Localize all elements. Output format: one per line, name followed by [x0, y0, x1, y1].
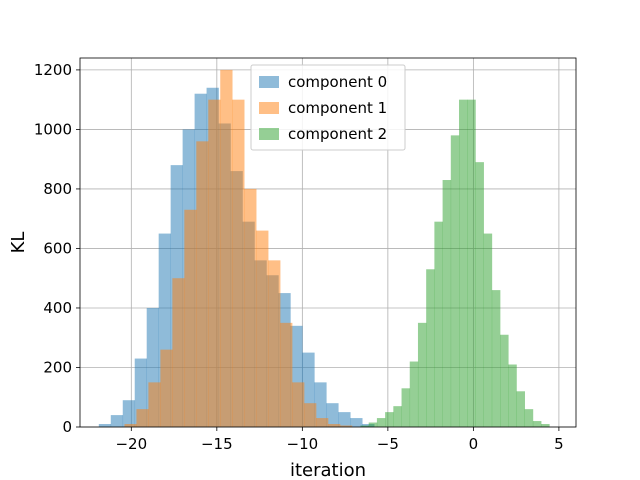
legend: component 0 component 1 component 2	[250, 64, 406, 151]
histogram-bar	[232, 99, 245, 428]
histogram-bar	[417, 322, 427, 427]
histogram-bar	[532, 421, 542, 427]
y-tick-label: 400	[43, 299, 72, 317]
legend-label: component 2	[288, 125, 387, 143]
histogram-bar	[280, 322, 293, 427]
histogram-bar	[196, 141, 209, 428]
axes-frame	[79, 57, 577, 428]
histogram-bar	[368, 422, 378, 427]
histogram-bar	[442, 180, 452, 427]
histogram-bar	[292, 382, 305, 427]
histogram-bar	[426, 269, 435, 427]
legend-label: component 1	[288, 99, 387, 117]
x-tick-label: −20	[115, 435, 147, 453]
legend-box	[250, 64, 406, 151]
y-tick-label: 200	[43, 358, 72, 376]
histogram-bar	[160, 349, 173, 427]
histogram-bar	[328, 424, 341, 427]
histogram-bar	[304, 403, 317, 427]
histogram-bar	[500, 334, 509, 427]
y-axis-label: KL	[8, 232, 29, 254]
legend-label: component 0	[288, 73, 387, 91]
y-tick-label: 1000	[34, 120, 72, 138]
histogram-bar	[524, 409, 534, 427]
x-tick-label: 0	[469, 435, 479, 453]
histogram-bar	[385, 412, 394, 427]
histogram-bars	[98, 69, 550, 428]
histogram-bar	[393, 406, 402, 427]
histogram-bar	[268, 260, 281, 427]
histogram-bar	[172, 278, 185, 427]
histogram-bar	[491, 290, 501, 427]
histogram-bar	[244, 188, 257, 427]
series-2	[360, 99, 550, 428]
legend-swatch	[259, 76, 279, 88]
histogram-bar	[475, 162, 484, 427]
histogram-bar	[98, 424, 112, 427]
x-tick-label: −15	[201, 435, 233, 453]
histogram-bar	[450, 135, 460, 427]
histogram-bar	[409, 361, 419, 427]
legend-swatch	[259, 128, 279, 140]
x-axis-label: iteration	[290, 460, 366, 480]
histogram-bar	[124, 424, 137, 427]
x-tick-label: 5	[554, 435, 564, 453]
histogram-bar	[350, 418, 363, 427]
histogram-bar	[401, 388, 411, 427]
x-tick-label: −5	[377, 435, 399, 453]
histogram-bar	[434, 221, 443, 427]
histogram-bar	[136, 409, 149, 427]
x-tick-label: −10	[287, 435, 319, 453]
histogram-bar	[467, 99, 476, 428]
histogram-bar	[256, 230, 269, 427]
axis-ticks: −20 −15 −10 −5 0 5 0 200 400 600 800 1000 1200	[34, 61, 564, 453]
y-tick-label: 1200	[34, 61, 72, 79]
histogram-bar	[516, 391, 525, 427]
histogram-bar	[459, 99, 468, 428]
histogram-bar	[122, 400, 136, 427]
y-tick-label: 800	[43, 180, 72, 198]
histogram-bar	[508, 364, 517, 427]
histogram-bar	[483, 233, 493, 427]
histogram-bar	[208, 99, 221, 428]
histogram-bar	[360, 425, 370, 427]
y-tick-label: 0	[62, 418, 72, 436]
histogram-bar	[541, 424, 550, 427]
histogram-bar	[184, 209, 197, 427]
histogram-bar	[339, 425, 353, 427]
histogram-bar	[148, 382, 161, 427]
histogram-bar	[316, 418, 329, 427]
histogram-bar	[326, 403, 339, 427]
histogram-bar	[220, 69, 233, 427]
histogram-bar	[376, 418, 386, 427]
series-1	[124, 69, 353, 428]
histogram-bar	[110, 415, 124, 427]
legend-swatch	[259, 102, 279, 114]
histogram-bar	[314, 382, 327, 427]
y-tick-label: 600	[43, 239, 72, 257]
histogram-bar	[338, 412, 351, 427]
